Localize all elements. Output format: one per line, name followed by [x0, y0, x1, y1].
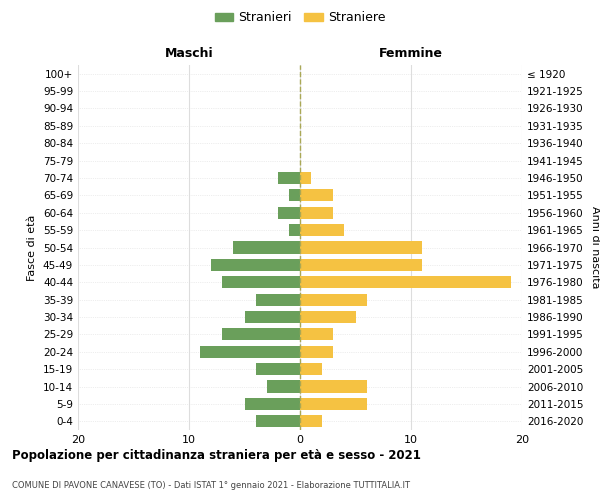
Bar — [222, 276, 300, 288]
Bar — [300, 415, 322, 428]
Bar — [300, 206, 334, 219]
Bar — [211, 259, 300, 271]
Bar — [222, 328, 300, 340]
Text: COMUNE DI PAVONE CANAVESE (TO) - Dati ISTAT 1° gennaio 2021 - Elaborazione TUTTI: COMUNE DI PAVONE CANAVESE (TO) - Dati IS… — [12, 481, 410, 490]
Bar — [233, 242, 300, 254]
Bar — [245, 398, 300, 410]
Bar — [300, 259, 422, 271]
Y-axis label: Anni di nascita: Anni di nascita — [590, 206, 600, 289]
Bar — [278, 172, 300, 184]
Bar — [300, 242, 422, 254]
Bar — [300, 398, 367, 410]
Bar — [266, 380, 300, 392]
Bar — [300, 276, 511, 288]
Bar — [300, 224, 344, 236]
Bar — [300, 172, 311, 184]
Legend: Stranieri, Straniere: Stranieri, Straniere — [209, 6, 391, 29]
Bar — [200, 346, 300, 358]
Bar — [300, 294, 367, 306]
Bar — [300, 190, 334, 202]
Bar — [300, 328, 334, 340]
Bar — [300, 363, 322, 375]
Text: Popolazione per cittadinanza straniera per età e sesso - 2021: Popolazione per cittadinanza straniera p… — [12, 450, 421, 462]
Bar — [256, 415, 300, 428]
Bar — [256, 294, 300, 306]
Bar — [289, 190, 300, 202]
Bar — [300, 311, 355, 323]
Bar — [300, 346, 334, 358]
Y-axis label: Fasce di età: Fasce di età — [28, 214, 37, 280]
Bar — [289, 224, 300, 236]
Bar — [245, 311, 300, 323]
Bar — [300, 380, 367, 392]
Bar — [278, 206, 300, 219]
Bar — [256, 363, 300, 375]
